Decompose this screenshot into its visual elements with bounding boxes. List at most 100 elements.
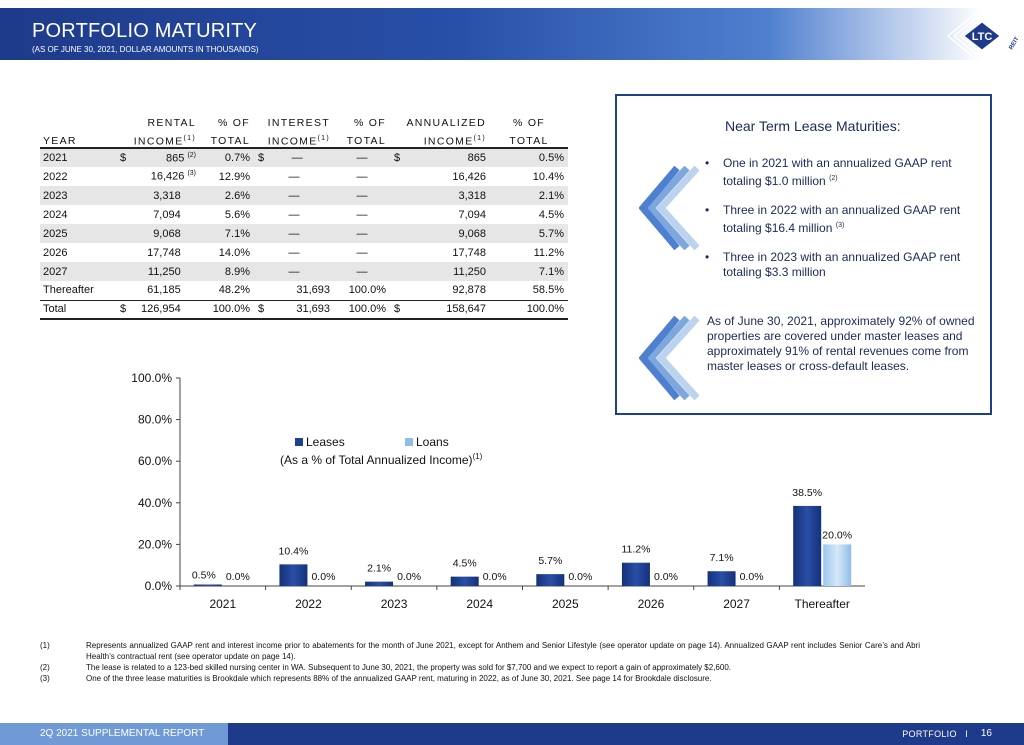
cell-rental: 9,068 — [116, 224, 200, 243]
cell-rental-pct: 12.9% — [218, 170, 250, 183]
cell-year: 2023 — [40, 186, 116, 205]
x-tick-label: 2024 — [466, 597, 493, 611]
th1-3: INTEREST — [267, 117, 330, 129]
cell-interest-pct: — — [334, 262, 390, 281]
cell-interest: — — [288, 246, 300, 259]
chevron-left-icon — [639, 316, 700, 400]
cell-rental: 16,426 (3) — [150, 170, 196, 183]
th2-5: INCOME(1) — [390, 129, 490, 149]
cell-year: 2022 — [43, 170, 68, 183]
chevron-left-icon — [639, 166, 700, 250]
bullet-item: Three in 2023 with an annualized GAAP re… — [705, 250, 985, 280]
leases-bar — [193, 584, 222, 586]
cell-interest: — — [254, 186, 334, 205]
cell-rental-pct: 2.6% — [200, 186, 254, 205]
y-tick-label: 20.0% — [138, 537, 172, 551]
cell-rental-pct: 0.7% — [200, 148, 254, 167]
leases-bar — [279, 564, 308, 586]
master-lease-paragraph: As of June 30, 2021, approximately 92% o… — [707, 314, 975, 373]
leases-bar — [450, 576, 479, 586]
y-tick-label: 0.0% — [145, 579, 173, 593]
footnote-1: (1) Represents annualized GAAP rent and i… — [40, 641, 920, 661]
cell-annualized: 11,250 — [390, 262, 490, 281]
leases-bar — [365, 581, 394, 586]
x-tick-label: Thereafter — [795, 597, 850, 611]
cell-annualized: 9,068 — [390, 224, 490, 243]
table-row: 2023 3,318 2.6% — —3,318 2.1% — [40, 186, 568, 205]
cell-rental: 7,094 — [153, 208, 181, 221]
leases-bar — [621, 562, 650, 586]
table-row: 2027 11,250 8.9% — —11,250 7.1% — [40, 262, 568, 281]
th2-2: TOTAL — [200, 129, 254, 149]
x-tick-label: 2025 — [552, 597, 579, 611]
cell-year: 2024 — [43, 208, 68, 221]
cell-annualized-pct: 2.1% — [490, 186, 568, 205]
maturity-table: RENTAL % OF INTEREST % OF ANNUALIZED % O… — [40, 110, 568, 320]
cell-annualized-pct: 7.1% — [490, 262, 568, 281]
loans-data-label: 0.0% — [483, 571, 507, 583]
page-footer: 2Q 2021 SUPPLEMENTAL REPORT PORTFOLIO I … — [0, 723, 1024, 745]
cell-annualized-pct: 0.5% — [490, 148, 568, 167]
maturity-bullets: One in 2021 with an annualized GAAP rent… — [705, 156, 985, 294]
total-cell-2: 100.0% — [200, 299, 254, 320]
leases-bar — [707, 571, 736, 586]
x-tick-label: 2021 — [209, 597, 236, 611]
cell-year: 2025 — [40, 224, 116, 243]
th2-3: INCOME(1) — [254, 129, 334, 149]
th1-4: % OF — [353, 117, 386, 129]
cell-interest-pct: 100.0% — [334, 281, 390, 301]
legend-leases-swatch — [295, 438, 303, 446]
cell-annualized-pct: 11.2% — [533, 246, 564, 259]
cell-annualized-pct: 5.7% — [490, 224, 568, 243]
table-total-row: Total $126,954 100.0% $31,693 100.0% $158,64… — [40, 299, 568, 320]
cell-rental-pct: 5.6% — [224, 208, 250, 221]
cell-interest: — — [288, 208, 300, 221]
loans-data-label: 0.0% — [654, 571, 678, 583]
x-tick-label: 2027 — [723, 597, 750, 611]
footer-section: PORTFOLIO I — [902, 729, 968, 739]
legend-loans-swatch — [405, 438, 413, 446]
loans-data-label: 0.0% — [568, 571, 592, 583]
loans-bar — [823, 544, 852, 586]
leases-bar — [536, 574, 565, 586]
cell-rental: 3,318 — [116, 186, 200, 205]
y-tick-label: 40.0% — [138, 496, 172, 510]
cell-annualized-pct: 58.5% — [490, 281, 568, 301]
loans-data-label: 0.0% — [397, 571, 421, 583]
leases-bar — [793, 505, 822, 586]
cell-interest-pct: — — [334, 148, 390, 167]
total-cell-1: $126,954 — [116, 299, 200, 320]
th1-6: % OF — [512, 117, 546, 129]
cell-year: Thereafter — [40, 281, 116, 300]
loans-data-label: 0.0% — [311, 571, 335, 583]
total-cell-4: 100.0% — [334, 299, 390, 320]
total-cell-3: $31,693 — [254, 299, 334, 320]
table-row: 2022 16,426 (3) 12.9% — — 16,426 10.4% — [40, 167, 568, 186]
table-row: 2025 9,068 7.1% — —9,068 5.7% — [40, 224, 568, 243]
page-title: PORTFOLIO MATURITY — [32, 20, 258, 42]
cell-rental: 17,748 — [147, 246, 181, 259]
cell-interest-pct: — — [356, 246, 368, 259]
y-tick-label: 100.0% — [131, 371, 172, 385]
cell-annualized: 7,094 — [458, 208, 486, 221]
table-row: 2024 7,094 5.6% — — 7,094 4.5% — [40, 205, 568, 224]
loans-data-label: 20.0% — [822, 529, 852, 541]
logo-sub: REIT — [1009, 36, 1020, 51]
leases-data-label: 10.4% — [279, 545, 309, 557]
leases-data-label: 4.5% — [453, 558, 477, 570]
cell-interest: — — [288, 170, 300, 183]
callout-heading: Near Term Lease Maturities: — [725, 118, 901, 134]
bullet-item: One in 2021 with an annualized GAAP rent… — [705, 156, 985, 189]
y-tick-label: 80.0% — [138, 413, 172, 427]
page-subtitle: (AS OF JUNE 30, 2021, DOLLAR AMOUNTS IN … — [32, 45, 259, 54]
page-number: 16 — [980, 728, 992, 739]
leases-data-label: 38.5% — [792, 487, 822, 499]
cell-annualized: $865 — [390, 148, 490, 167]
cell-rental-pct: 48.2% — [200, 281, 254, 301]
legend-loans-label: Loans — [416, 435, 449, 449]
th2-0: YEAR — [40, 129, 116, 149]
loans-data-label: 0.0% — [740, 571, 764, 583]
cell-rental-pct: 7.1% — [200, 224, 254, 243]
cell-annualized: 92,878 — [390, 281, 490, 301]
th1-1: RENTAL — [147, 117, 196, 129]
